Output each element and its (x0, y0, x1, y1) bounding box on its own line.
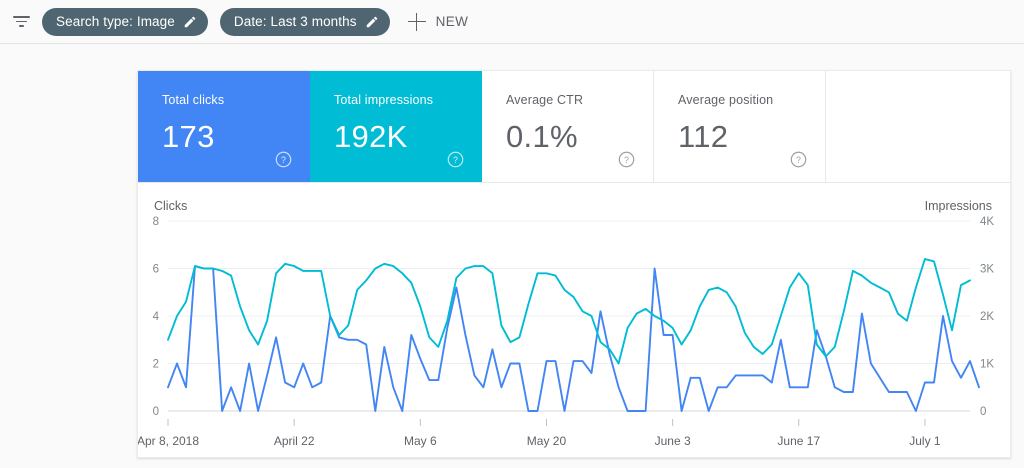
metric-average-position[interactable]: Average position 112 ? (654, 71, 826, 182)
chip-date-range[interactable]: Date: Last 3 months (219, 7, 390, 36)
pencil-icon[interactable] (365, 15, 379, 29)
metric-average-ctr-value: 0.1% (506, 119, 578, 154)
svg-text:?: ? (796, 155, 801, 165)
help-icon[interactable]: ? (447, 151, 464, 168)
chip-search-type[interactable]: Search type: Image (42, 7, 208, 36)
chip-date-range-label: Date: Last 3 months (233, 14, 357, 29)
metric-total-impressions[interactable]: Total impressions 192K ? (310, 71, 482, 182)
y-axis-tick-right: 1K (980, 359, 994, 371)
filter-toolbar: Search type: Image Date: Last 3 months N… (0, 0, 1024, 44)
chip-search-type-label: Search type: Image (56, 14, 175, 29)
x-axis-tick-label: June 3 (655, 434, 691, 448)
new-filter-label: NEW (435, 14, 469, 29)
metric-total-clicks-value: 173 (162, 119, 215, 154)
metric-row-filler (826, 71, 1010, 182)
chart-plot-area[interactable]: 0 0 2 1K 4 2K 6 3K 8 4K Apr 8, 2018 April 22 May 6 Ma… (138, 183, 1010, 458)
new-filter-button[interactable]: NEW (407, 8, 469, 36)
x-axis-tick-label: May 6 (404, 434, 437, 448)
metric-average-ctr-label: Average CTR (506, 93, 584, 107)
y-axis-tick-right: 4K (980, 216, 994, 228)
performance-chart: Clicks Impressions 0 0 2 1K 4 2K 6 3K 8 4K Apr 8, … (138, 183, 1010, 458)
filter-icon[interactable] (8, 9, 34, 35)
metric-average-ctr[interactable]: Average CTR 0.1% ? (482, 71, 654, 182)
y-axis-tick-left: 0 (153, 406, 159, 418)
pencil-icon[interactable] (183, 15, 197, 29)
x-axis-tick-label: April 22 (274, 434, 315, 448)
chart-left-axis-title: Clicks (154, 199, 188, 213)
metric-total-clicks[interactable]: Total clicks 173 ? (138, 71, 310, 182)
y-axis-tick-right: 2K (980, 311, 994, 323)
x-axis-tick-label: Apr 8, 2018 (138, 434, 199, 448)
plus-icon (407, 12, 426, 31)
x-axis-tick-label: June 17 (777, 434, 820, 448)
y-axis-tick-right: 0 (980, 406, 986, 418)
y-axis-tick-left: 4 (153, 311, 160, 323)
chart-line-impressions (167, 258, 971, 365)
y-axis-tick-left: 2 (153, 359, 159, 371)
x-axis-tick-label: July 1 (909, 434, 941, 448)
help-icon[interactable]: ? (790, 151, 807, 168)
performance-card: Total clicks 173 ? Total impressions 192… (137, 70, 1011, 458)
metric-average-position-label: Average position (678, 93, 774, 107)
metric-summary-row: Total clicks 173 ? Total impressions 192… (138, 71, 1010, 183)
metric-total-impressions-label: Total impressions (334, 93, 434, 107)
metric-total-clicks-label: Total clicks (162, 93, 225, 107)
y-axis-tick-left: 8 (153, 216, 159, 228)
x-axis-tick-label: May 20 (527, 434, 567, 448)
chart-right-axis-title: Impressions (924, 199, 992, 213)
svg-text:?: ? (624, 155, 629, 165)
y-axis-tick-left: 6 (153, 264, 159, 276)
chart-line-clicks (167, 265, 980, 412)
metric-average-position-value: 112 (678, 119, 729, 154)
help-icon[interactable]: ? (275, 151, 292, 168)
help-icon[interactable]: ? (618, 151, 635, 168)
svg-text:?: ? (453, 155, 458, 165)
svg-text:?: ? (281, 155, 286, 165)
y-axis-tick-right: 3K (980, 264, 994, 276)
metric-total-impressions-value: 192K (334, 119, 408, 154)
